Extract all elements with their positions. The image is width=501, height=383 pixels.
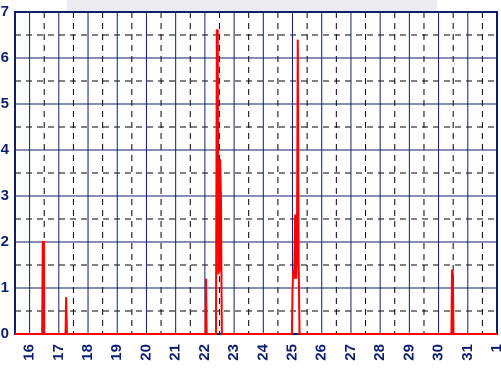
x-tick-label: 24 <box>254 343 271 360</box>
x-tick-label: 31 <box>459 344 476 361</box>
y-tick-label: 6 <box>1 49 9 66</box>
x-tick-label: 20 <box>137 344 154 361</box>
y-tick-label: 1 <box>1 279 9 296</box>
y-tick-label: 4 <box>1 141 10 158</box>
y-tick-label: 5 <box>1 95 9 112</box>
x-tick-label: 18 <box>79 344 96 361</box>
y-tick-label: 0 <box>1 325 9 342</box>
x-tick-label: 22 <box>196 344 213 361</box>
x-tick-label: 27 <box>342 344 359 361</box>
x-tick-label: 21 <box>167 344 184 361</box>
y-tick-label: 3 <box>1 187 9 204</box>
x-tick-label: 30 <box>430 344 447 361</box>
x-tick-label: 17 <box>50 344 67 361</box>
x-tick-label: 23 <box>225 344 242 361</box>
x-tick-label: 19 <box>108 344 125 361</box>
x-tick-label: 25 <box>283 344 300 361</box>
y-tick-label: 2 <box>1 233 9 250</box>
x-tick-label: 16 <box>21 344 38 361</box>
x-tick-label: 28 <box>371 344 388 361</box>
data-line <box>15 29 497 335</box>
x-tick-label: 1 <box>488 344 501 352</box>
x-tick-label: 26 <box>313 344 330 361</box>
x-tick-label: 29 <box>400 344 417 361</box>
y-tick-label: 7 <box>1 3 9 20</box>
legend-box <box>67 0 437 12</box>
